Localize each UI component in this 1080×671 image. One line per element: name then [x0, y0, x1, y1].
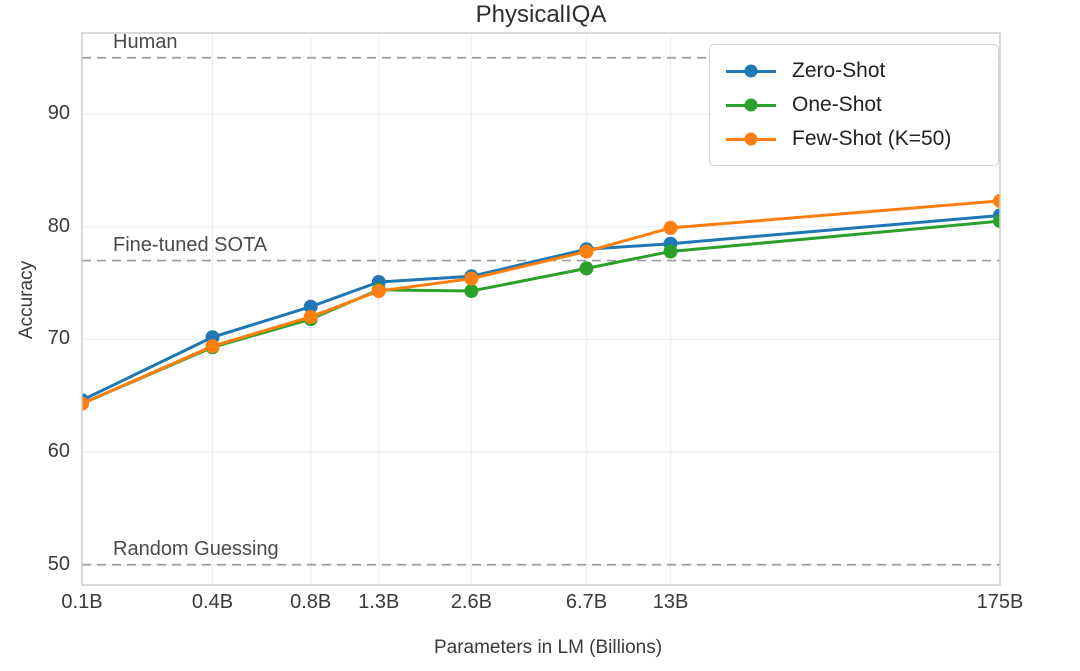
legend-entry-one-shot: One-Shot — [726, 88, 980, 122]
series-point-few-shot-k-50 — [663, 220, 678, 235]
chart-title: PhysicalIQA — [475, 1, 607, 28]
y-tick-label: 90 — [47, 102, 70, 125]
x-tick-label: 1.3B — [358, 591, 400, 613]
y-tick-label: 80 — [47, 214, 70, 237]
series-line-few-shot-k-50 — [82, 199, 1000, 405]
legend-entry-zero-shot: Zero-Shot — [726, 54, 980, 88]
series-point-one-shot — [663, 244, 678, 259]
series-point-one-shot — [464, 284, 479, 298]
reference-label-finetuned-sota: Fine-tuned SOTA — [113, 233, 268, 256]
series-point-few-shot-k-50 — [82, 396, 89, 411]
series-line-zero-shot — [82, 214, 1000, 402]
legend-marker-zero-shot — [726, 64, 776, 78]
series-point-few-shot-k-50 — [205, 339, 220, 354]
x-tick-label: 6.7B — [565, 591, 608, 613]
x-tick-label: 0.1B — [61, 591, 103, 613]
dot-marker-icon — [744, 98, 758, 112]
series-point-one-shot — [993, 214, 1000, 229]
series-point-few-shot-k-50 — [371, 284, 386, 298]
series-point-zero-shot — [303, 299, 318, 314]
legend-entry-few-shot: Few-Shot (K=50) — [726, 122, 980, 156]
plot-border — [81, 32, 1001, 586]
y-tick-label: 70 — [47, 327, 70, 350]
reference-label-random-guessing: Random Guessing — [113, 537, 279, 560]
x-tick-label: 0.4B — [191, 591, 234, 613]
series-point-few-shot-k-50 — [579, 244, 594, 259]
legend: Zero-Shot One-Shot Few-Shot (K=50) — [709, 44, 999, 166]
legend-label: One-Shot — [792, 93, 882, 116]
legend-marker-one-shot — [726, 98, 776, 112]
legend-label: Zero-Shot — [792, 59, 886, 82]
series-point-one-shot — [579, 261, 594, 276]
x-tick-label: 2.6B — [450, 591, 492, 613]
series-point-few-shot-k-50 — [993, 193, 1000, 208]
y-tick-label: 60 — [47, 440, 70, 463]
dot-marker-icon — [744, 132, 758, 146]
legend-marker-few-shot — [726, 132, 776, 146]
reference-label-human: Human — [113, 30, 178, 53]
dot-marker-icon — [744, 64, 758, 78]
x-tick-label: 175B — [976, 591, 1024, 613]
x-tick-label: 13B — [652, 591, 689, 613]
x-axis-label: Parameters in LM (Billions) — [433, 637, 663, 658]
series-point-few-shot-k-50 — [464, 271, 479, 286]
y-tick-label: 50 — [47, 552, 70, 575]
series-point-few-shot-k-50 — [303, 309, 318, 324]
x-tick-label: 0.8B — [290, 591, 332, 613]
legend-label: Few-Shot (K=50) — [792, 127, 952, 150]
